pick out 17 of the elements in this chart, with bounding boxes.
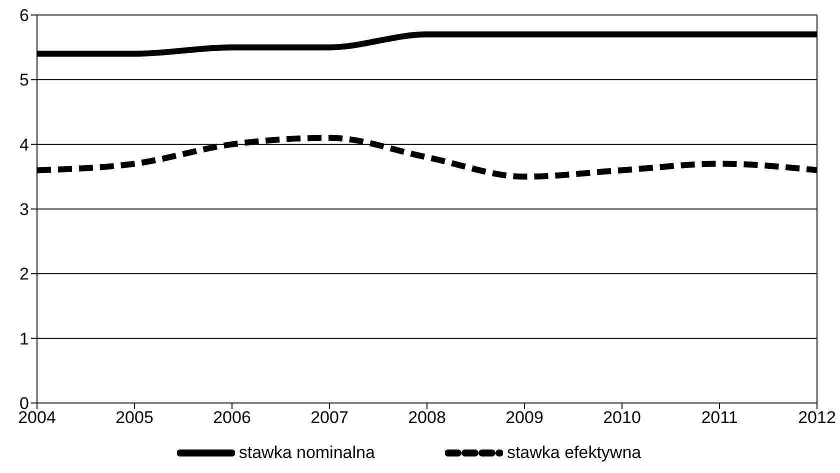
legend-label: stawka nominalna	[238, 443, 375, 463]
y-tick-label: 1	[20, 329, 29, 348]
y-tick-label: 6	[20, 6, 29, 26]
y-tick-label: 2	[20, 264, 29, 284]
x-tick-label: 2007	[310, 408, 348, 428]
legend-label: stawka efektywna	[506, 443, 642, 463]
y-tick-label: 3	[20, 200, 29, 220]
x-tick-label: 2010	[603, 408, 641, 428]
y-tick-label: 5	[20, 70, 29, 90]
x-tick-label: 2008	[408, 408, 446, 428]
x-tick-label: 2004	[18, 408, 56, 428]
x-tick-label: 2005	[116, 408, 154, 428]
x-tick-label: 2011	[701, 408, 738, 428]
x-tick-label: 2009	[506, 408, 544, 428]
x-tick-label: 2006	[213, 408, 251, 428]
x-tick-label: 2012	[798, 408, 836, 428]
y-tick-label: 4	[20, 135, 29, 154]
